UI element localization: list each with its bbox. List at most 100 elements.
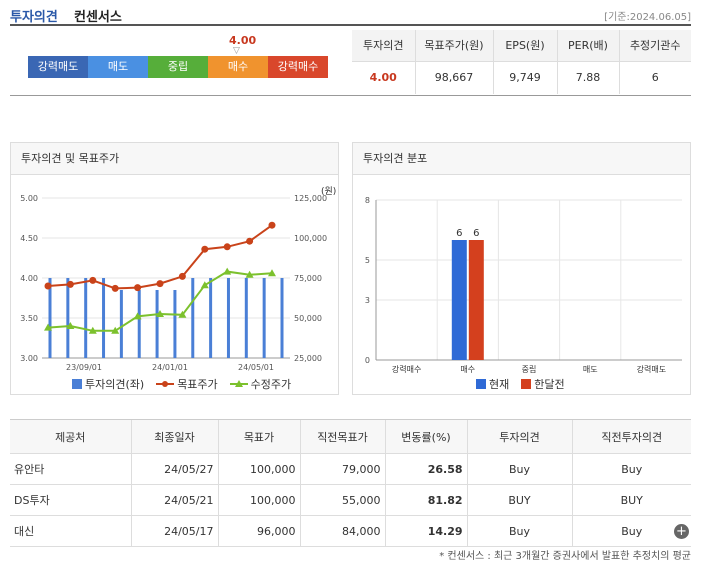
distribution-bar bbox=[468, 240, 484, 360]
table-row: DS투자 24/05/21 100,000 55,000 81.82 BUY B… bbox=[10, 484, 691, 516]
row-date: 24/05/21 bbox=[130, 484, 218, 516]
y-left-tick-label: 3.00 bbox=[20, 354, 38, 363]
opinion-bar bbox=[48, 278, 52, 358]
y-right-tick-label: 125,000 bbox=[294, 194, 327, 203]
opinion-bar bbox=[280, 278, 284, 358]
category-label: 중립 bbox=[522, 365, 537, 374]
row-date: 24/05/27 bbox=[130, 453, 218, 485]
consensus-footnote: * 컨센서스 : 최근 3개월간 증권사에서 발표한 추정치의 평균 bbox=[439, 551, 691, 562]
opinion-bar bbox=[209, 278, 213, 358]
base-date: [기준:2024.06.05] bbox=[604, 12, 691, 23]
opinion-bar bbox=[173, 290, 177, 358]
row-prev-opinion: Buy bbox=[571, 515, 691, 547]
detail-header-prev-target: 직전목표가 bbox=[299, 419, 385, 454]
target-price-point bbox=[44, 282, 52, 290]
legend-target-price: 목표주가 bbox=[156, 376, 218, 392]
opinion-distribution-chart: 0 3 5 8 강력매수 매수 6 6 중립 매도 강력매도 bbox=[365, 196, 682, 374]
target-price-point bbox=[268, 221, 276, 229]
adjusted-price-point bbox=[156, 310, 164, 317]
row-firm: DS투자 bbox=[10, 484, 131, 516]
summary-opinion-value: 4.00 bbox=[352, 60, 415, 94]
summary-count-value: 6 bbox=[618, 60, 691, 94]
y-tick-label: 0 bbox=[365, 356, 370, 365]
category-label: 강력매수 bbox=[392, 364, 421, 374]
y-left-tick-label: 3.50 bbox=[20, 314, 38, 323]
opinion-distribution-panel: 투자의견 분포 bbox=[352, 142, 691, 395]
data-label: 6 bbox=[473, 228, 479, 239]
x-tick-label: 24/05/01 bbox=[238, 363, 274, 372]
adjusted-price-point bbox=[66, 322, 75, 329]
row-prev-opinion: Buy bbox=[571, 453, 691, 485]
adjusted-price-point bbox=[200, 281, 209, 289]
adjusted-price-point bbox=[178, 310, 187, 318]
opinion-price-legend: 투자의견(좌) 목표주가 수정주가 bbox=[72, 376, 291, 392]
legend-month-ago: 한달전 bbox=[521, 376, 565, 392]
opinion-bar bbox=[119, 290, 123, 358]
distribution-bar bbox=[451, 240, 467, 360]
gauge-segment-sell: 매도 bbox=[88, 56, 148, 78]
table-row: 유안타 24/05/27 100,000 79,000 26.58 Buy Bu… bbox=[10, 453, 691, 485]
opinion-bar bbox=[155, 290, 159, 358]
y-right-tick-label: 50,000 bbox=[294, 314, 322, 323]
target-price-point bbox=[201, 245, 209, 253]
x-tick-label: 23/09/01 bbox=[66, 363, 102, 372]
row-opinion: Buy bbox=[466, 453, 572, 485]
series-line bbox=[47, 224, 273, 290]
adjusted-price-point bbox=[44, 323, 52, 331]
y-left-tick-label: 4.50 bbox=[20, 234, 38, 243]
row-firm: 유안타 bbox=[10, 453, 131, 485]
gauge-segment-strong-sell: 강력매도 bbox=[28, 56, 88, 78]
detail-header-opinion: 투자의견 bbox=[466, 419, 572, 454]
broker-detail-table: 제공처 최종일자 목표가 직전목표가 변동률(%) 투자의견 직전투자의견 유안… bbox=[10, 419, 691, 547]
row-target: 100,000 bbox=[217, 484, 300, 516]
table-row: 대신 24/05/17 96,000 84,000 14.29 Buy Buy bbox=[10, 515, 691, 547]
section-subtitle: 컨센서스 bbox=[74, 10, 122, 25]
row-prev-target: 55,000 bbox=[299, 484, 385, 516]
category-label: 매수 bbox=[460, 365, 475, 374]
opinion-bar bbox=[191, 278, 195, 358]
opinion-marker-arrow-icon: ▽ bbox=[233, 46, 240, 56]
adjusted-price-point bbox=[111, 326, 120, 334]
summary-eps-value: 9,749 bbox=[492, 60, 557, 94]
adjusted-price-point bbox=[268, 269, 276, 277]
row-opinion: BUY bbox=[466, 484, 572, 516]
header-divider bbox=[10, 24, 691, 26]
row-change: 14.29 bbox=[384, 515, 467, 547]
opinion-marker-value: 4.00 bbox=[229, 34, 257, 47]
section-title: 투자의견 bbox=[10, 10, 58, 25]
opinion-distribution-title: 투자의견 분포 bbox=[353, 143, 690, 175]
summary-header-eps: EPS(원) bbox=[492, 30, 557, 61]
chart-unit-label: (원) bbox=[321, 187, 337, 197]
y-left-tick-label: 5.00 bbox=[20, 194, 38, 203]
legend-current: 현재 bbox=[476, 376, 509, 392]
opinion-price-chart: 3.00 3.50 4.00 4.50 5.00 25,000 50,000 75,000 10… bbox=[20, 194, 327, 372]
row-prev-target: 79,000 bbox=[299, 453, 385, 485]
gauge-segment-buy: 매수 bbox=[208, 56, 268, 78]
opinion-price-panel: 투자의견 및 목표주가 bbox=[10, 142, 339, 395]
gauge-segment-strong-buy: 강력매수 bbox=[268, 56, 328, 78]
opinion-price-title: 투자의견 및 목표주가 bbox=[11, 143, 338, 175]
y-tick-label: 5 bbox=[365, 256, 370, 265]
x-tick-label: 24/01/01 bbox=[152, 363, 188, 372]
section-header: 투자의견 컨센서스 [기준:2024.06.05] bbox=[10, 4, 691, 25]
target-price-point bbox=[89, 276, 97, 284]
consensus-summary-table: 투자의견 목표주가(원) EPS(원) PER(배) 추정기관수 4.00 98… bbox=[352, 30, 691, 94]
plus-circle-icon[interactable]: + bbox=[674, 524, 689, 539]
target-price-point bbox=[66, 280, 74, 288]
adjusted-price-point bbox=[223, 267, 232, 275]
category-label: 강력매도 bbox=[637, 364, 666, 374]
opinion-bar bbox=[226, 278, 230, 358]
summary-divider bbox=[10, 95, 691, 96]
data-label: 6 bbox=[456, 228, 462, 239]
opinion-gauge: 강력매도 매도 중립 매수 강력매수 bbox=[28, 56, 328, 78]
detail-header-target: 목표가 bbox=[217, 419, 300, 454]
category-label: 매도 bbox=[583, 365, 598, 374]
gauge-segment-neutral: 중립 bbox=[148, 56, 208, 78]
target-price-point bbox=[223, 243, 231, 251]
target-price-point bbox=[246, 237, 254, 245]
row-change: 26.58 bbox=[384, 453, 467, 485]
detail-header-firm: 제공처 bbox=[10, 419, 131, 454]
y-right-tick-label: 25,000 bbox=[294, 354, 322, 363]
target-price-point bbox=[178, 272, 186, 280]
summary-header-opinion: 투자의견 bbox=[352, 30, 415, 61]
